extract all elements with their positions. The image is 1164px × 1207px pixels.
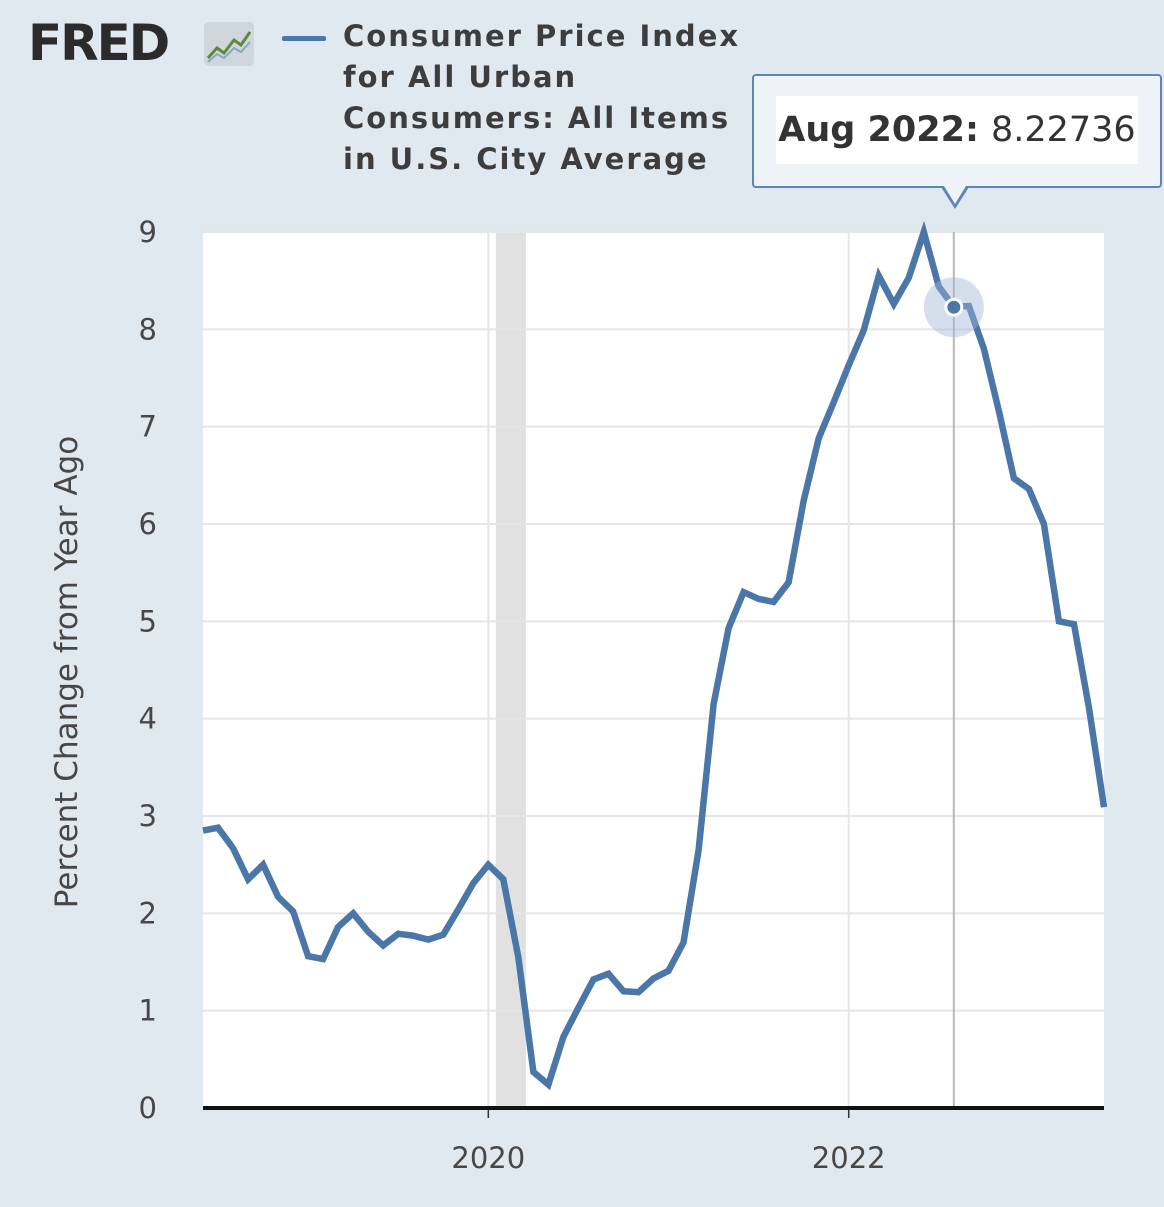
tooltip-pointer-fill xyxy=(944,186,966,204)
highlight-point xyxy=(944,297,964,317)
x-tick-label: 2020 xyxy=(451,1141,525,1175)
logo-graph-icon xyxy=(204,22,254,66)
y-tick-label: 2 xyxy=(139,896,157,930)
x-tick-label: 2022 xyxy=(812,1141,886,1175)
y-tick-label: 9 xyxy=(139,215,157,249)
y-tick-label: 4 xyxy=(139,702,157,736)
y-tick-label: 5 xyxy=(139,604,157,638)
y-tick-label: 6 xyxy=(139,507,157,541)
tooltip-date: Aug 2022: xyxy=(778,110,979,150)
y-tick-label: 8 xyxy=(139,312,157,346)
tooltip: Aug 2022: 8.22736 xyxy=(752,74,1162,188)
y-tick-label: 1 xyxy=(139,994,157,1028)
tooltip-content: Aug 2022: 8.22736 xyxy=(776,96,1138,164)
tooltip-value: 8.22736 xyxy=(990,110,1136,150)
y-tick-label: 0 xyxy=(139,1091,157,1125)
legend-series-swatch xyxy=(282,36,326,41)
fred-logo: FRED xyxy=(28,14,170,72)
y-tick-label: 3 xyxy=(139,799,157,833)
y-tick-label: 7 xyxy=(139,410,157,444)
legend-series-label[interactable]: Consumer Price Index for All Urban Consu… xyxy=(343,19,741,176)
